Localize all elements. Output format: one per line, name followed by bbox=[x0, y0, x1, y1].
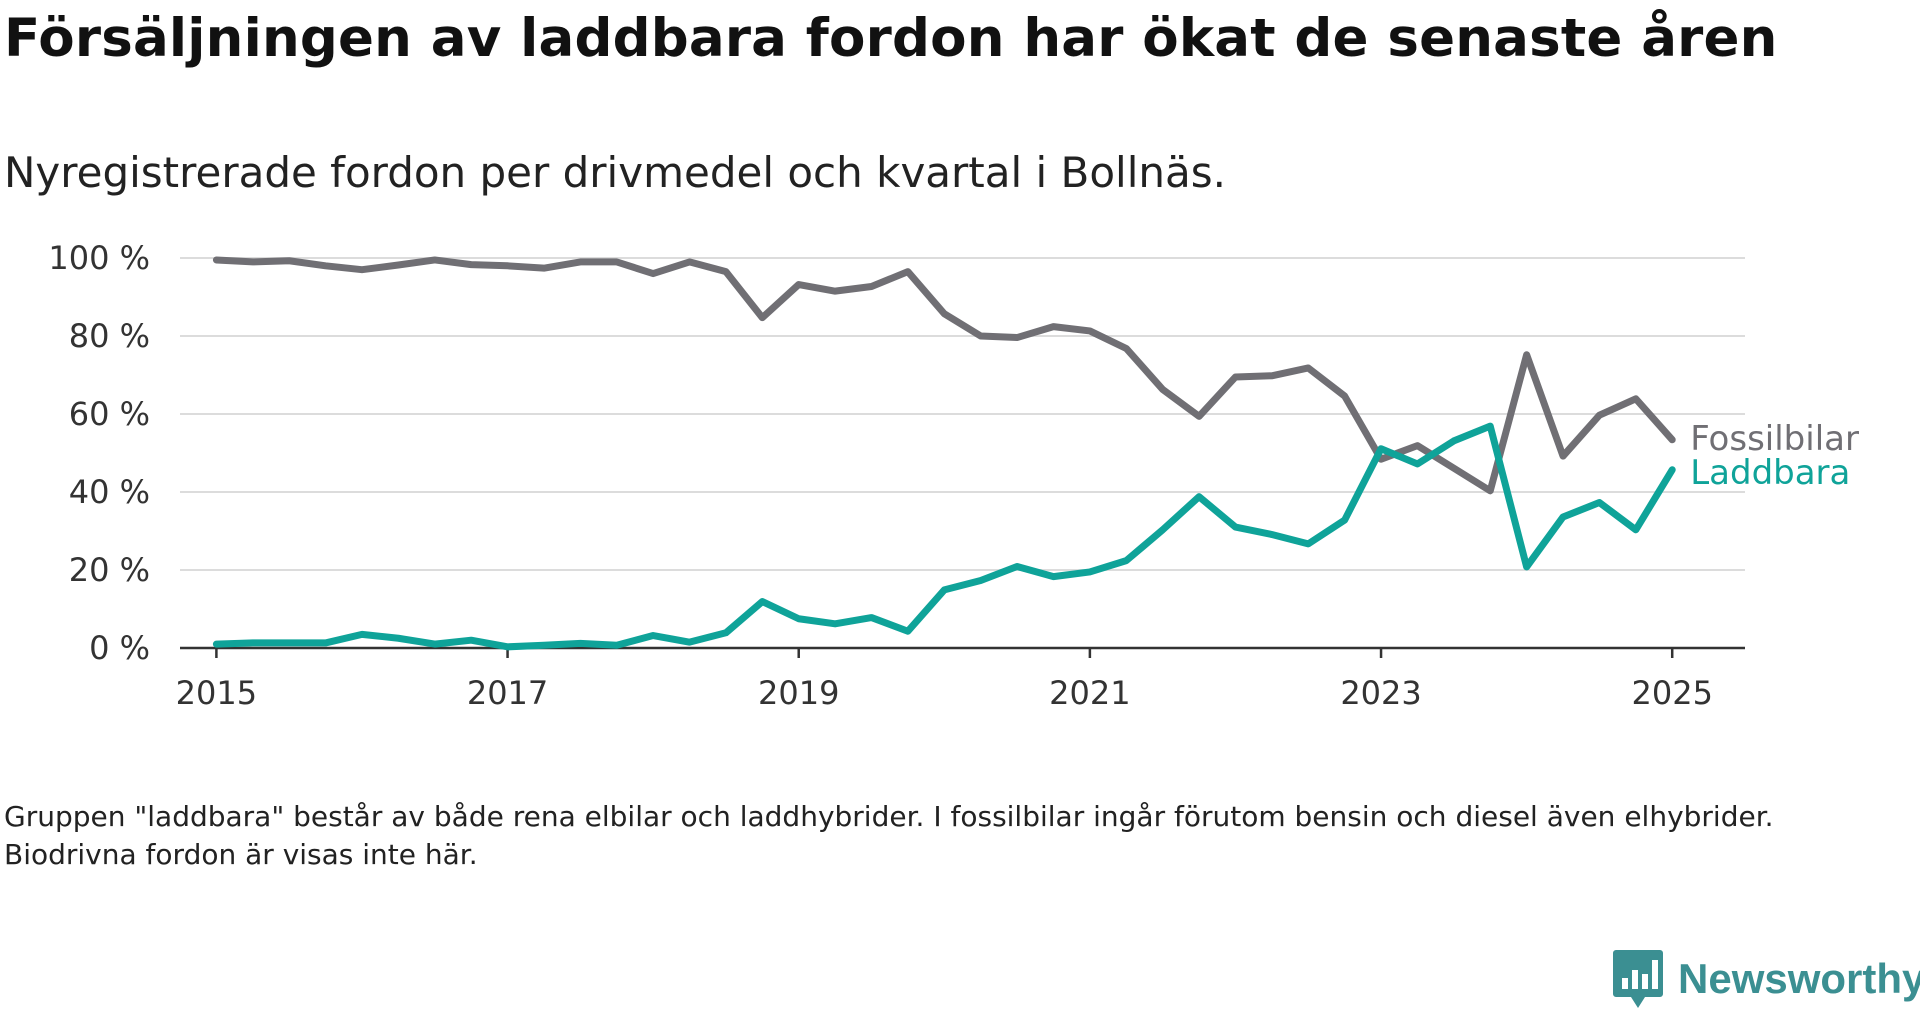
x-tick-label: 2021 bbox=[1049, 674, 1130, 712]
series-line-laddbara bbox=[212, 422, 1676, 651]
x-tick-label: 2015 bbox=[176, 674, 257, 712]
y-tick-label: 80 % bbox=[69, 317, 150, 355]
line-chart: 0 % 20 % 40 % 60 % 80 % 100 % 2015 2017 2019 202… bbox=[48, 239, 1859, 712]
y-tick-label: 60 % bbox=[69, 395, 150, 433]
brand-name: Newsworthy bbox=[1678, 955, 1920, 1002]
x-tick-label: 2017 bbox=[467, 674, 548, 712]
series-label-fossilbilar: Fossilbilar bbox=[1690, 419, 1859, 459]
series-lines bbox=[212, 256, 1676, 651]
x-tick-label: 2025 bbox=[1631, 674, 1712, 712]
x-axis: 2015 2017 2019 2021 2023 2025 bbox=[176, 646, 1745, 712]
series-line-fossilbilar bbox=[212, 256, 1676, 495]
y-tick-label: 40 % bbox=[69, 473, 150, 511]
chart-subtitle: Nyregistrerade fordon per drivmedel och … bbox=[4, 148, 1226, 197]
chart-title: Försäljningen av laddbara fordon har öka… bbox=[4, 8, 1778, 69]
brand-logo: Newsworthy bbox=[1612, 948, 1920, 1010]
y-tick-label: 20 % bbox=[69, 551, 150, 589]
y-tick-label: 100 % bbox=[48, 239, 150, 277]
x-tick-label: 2019 bbox=[758, 674, 839, 712]
x-tick-label: 2023 bbox=[1340, 674, 1421, 712]
footnote: Gruppen "laddbara" består av både rena e… bbox=[4, 800, 1774, 871]
y-tick-label: 0 % bbox=[89, 629, 150, 667]
y-axis-tick-labels: 0 % 20 % 40 % 60 % 80 % 100 % bbox=[48, 239, 150, 667]
series-label-laddbara: Laddbara bbox=[1690, 453, 1850, 493]
newsworthy-logo-icon bbox=[1613, 950, 1663, 1008]
